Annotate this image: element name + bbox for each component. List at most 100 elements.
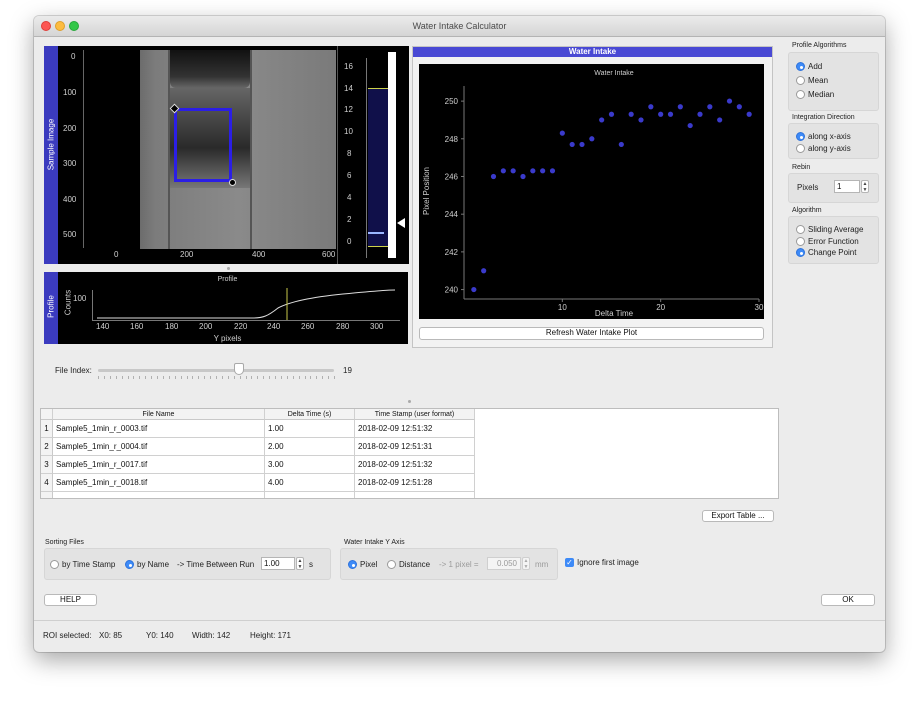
sort-by-name-label[interactable]: by Name bbox=[137, 560, 170, 569]
table-cell-file[interactable]: Sample5_1min_r_0003.tif bbox=[53, 420, 265, 438]
roi-rectangle[interactable] bbox=[174, 108, 232, 182]
image-y-axis bbox=[83, 50, 84, 248]
histogram-level-bottom[interactable] bbox=[368, 246, 388, 247]
algo-median-label[interactable]: Median bbox=[808, 90, 835, 99]
table-cell-delta[interactable]: 1.00 bbox=[265, 420, 355, 438]
error-function-radio[interactable] bbox=[796, 237, 805, 246]
splitter-handle[interactable] bbox=[227, 267, 230, 270]
help-button[interactable]: HELP bbox=[44, 594, 97, 606]
sort-by-time-stamp-label[interactable]: by Time Stamp bbox=[62, 560, 116, 569]
rebin-pixels-stepper[interactable]: ▲ ▼ bbox=[861, 180, 869, 193]
file-index-slider-ticks bbox=[98, 376, 335, 379]
table-cell-delta[interactable]: 3.00 bbox=[265, 456, 355, 474]
histogram-level-top[interactable] bbox=[368, 88, 388, 89]
table-cell-timestamp[interactable]: 2018-02-09 12:51:28 bbox=[355, 474, 475, 492]
time-between-run-stepper[interactable]: ▲ ▼ bbox=[296, 557, 304, 570]
algo-mean-radio[interactable] bbox=[796, 76, 805, 85]
change-point-radio[interactable] bbox=[796, 248, 805, 257]
water-intake-plot[interactable]: Water Intake Delta Time Pixel Position 2… bbox=[419, 64, 764, 319]
app-window: Water Intake Calculator Sample Image 0 1… bbox=[34, 16, 885, 652]
along-y-label[interactable]: along y-axis bbox=[808, 144, 851, 153]
y-axis-pixel-radio[interactable] bbox=[348, 560, 357, 569]
profile-y-label: Counts bbox=[63, 289, 73, 316]
column-header-delta-time[interactable]: Delta Time (s) bbox=[265, 409, 355, 420]
file-index-slider-thumb[interactable] bbox=[234, 363, 244, 375]
y-axis-pixel-label[interactable]: Pixel bbox=[360, 560, 378, 569]
slider-tick bbox=[98, 376, 99, 379]
y-axis-distance-label[interactable]: Distance bbox=[399, 560, 431, 569]
chart-data-point bbox=[599, 117, 605, 123]
slider-tick bbox=[245, 376, 247, 379]
splitter-handle-2[interactable] bbox=[408, 400, 411, 403]
along-x-label[interactable]: along x-axis bbox=[808, 132, 851, 141]
conversion-stepper[interactable]: ▲ ▼ bbox=[522, 557, 530, 570]
export-table-button[interactable]: Export Table ... bbox=[702, 510, 774, 522]
along-y-radio[interactable] bbox=[796, 144, 805, 153]
error-function-label[interactable]: Error Function bbox=[808, 237, 859, 246]
profile-x-tick: 260 bbox=[301, 322, 315, 331]
slider-tick bbox=[139, 376, 141, 379]
zoom-window-button[interactable] bbox=[69, 21, 79, 31]
chart-y-tick-label: 240 bbox=[445, 286, 459, 295]
rebin-pixels-input[interactable]: 1 bbox=[834, 180, 860, 193]
chart-data-point bbox=[648, 104, 654, 110]
slider-tick bbox=[233, 376, 235, 379]
histogram-level-handle[interactable] bbox=[397, 218, 405, 228]
profile-panel[interactable]: Profile Profile Counts 100 140 160 180 2… bbox=[44, 272, 408, 344]
histogram-panel[interactable]: 16 14 12 10 8 6 4 2 0 bbox=[337, 46, 409, 264]
table-cell-file[interactable]: Sample5_1min_r_0017.tif bbox=[53, 456, 265, 474]
histogram-axis bbox=[366, 58, 367, 258]
ok-button[interactable]: OK bbox=[821, 594, 875, 606]
table-cell-delta[interactable]: 2.00 bbox=[265, 438, 355, 456]
algo-median-radio[interactable] bbox=[796, 90, 805, 99]
chart-y-tick-label: 242 bbox=[445, 248, 459, 257]
sample-image-panel[interactable]: Sample Image 0 100 200 300 400 500 0 200… bbox=[44, 46, 409, 264]
sort-by-name-radio[interactable] bbox=[125, 560, 134, 569]
slider-tick bbox=[204, 376, 206, 379]
change-point-label[interactable]: Change Point bbox=[808, 248, 857, 257]
conversion-input[interactable]: 0.050 bbox=[487, 557, 521, 570]
y-axis-distance-radio[interactable] bbox=[387, 560, 396, 569]
water-intake-panel: Water Intake Water Intake Delta Time Pix… bbox=[412, 46, 773, 348]
image-y-tick: 100 bbox=[63, 88, 77, 97]
sliding-average-radio[interactable] bbox=[796, 225, 805, 234]
slider-tick bbox=[192, 376, 194, 379]
chart-data-point bbox=[471, 286, 477, 293]
algo-mean-label[interactable]: Mean bbox=[808, 76, 829, 85]
sliding-average-label[interactable]: Sliding Average bbox=[808, 225, 864, 234]
profile-x-tick: 160 bbox=[130, 322, 144, 331]
histogram-gradient-bar[interactable] bbox=[388, 52, 396, 258]
profile-title: Profile bbox=[217, 276, 238, 283]
slider-tick bbox=[280, 376, 282, 379]
minimize-window-button[interactable] bbox=[55, 21, 65, 31]
file-index-value: 19 bbox=[343, 366, 352, 375]
algo-add-label[interactable]: Add bbox=[808, 62, 823, 71]
ignore-first-image-label[interactable]: Ignore first image bbox=[577, 558, 639, 567]
table-cell-file[interactable]: Sample5_1min_r_0018.tif bbox=[53, 474, 265, 492]
slider-tick bbox=[334, 376, 335, 379]
file-index-slider-track[interactable] bbox=[98, 369, 334, 372]
table-cell-file[interactable]: Sample5_1min_r_0004.tif bbox=[53, 438, 265, 456]
table-cell-delta[interactable]: 4.00 bbox=[265, 474, 355, 492]
sample-image-side-label: Sample Image bbox=[46, 118, 56, 171]
refresh-water-intake-button[interactable]: Refresh Water Intake Plot bbox=[419, 327, 764, 340]
status-x0: X0: 85 bbox=[99, 631, 123, 640]
time-between-run-input[interactable]: 1.00 bbox=[261, 557, 295, 570]
column-header-time-stamp[interactable]: Time Stamp (user format) bbox=[355, 409, 475, 420]
image-y-tick: 400 bbox=[63, 195, 77, 204]
table-cell-timestamp[interactable]: 2018-02-09 12:51:32 bbox=[355, 456, 475, 474]
files-table[interactable]: File Name Delta Time (s) Time Stamp (use… bbox=[40, 408, 779, 499]
along-x-radio[interactable] bbox=[796, 132, 805, 141]
table-cell-timestamp[interactable]: 2018-02-09 12:51:32 bbox=[355, 420, 475, 438]
time-between-run-label: -> Time Between Run bbox=[177, 560, 255, 569]
table-cell-timestamp[interactable]: 2018-02-09 12:51:31 bbox=[355, 438, 475, 456]
sort-by-time-stamp-radio[interactable] bbox=[50, 560, 59, 569]
table-corner bbox=[41, 409, 53, 420]
algo-add-radio[interactable] bbox=[796, 62, 805, 71]
close-window-button[interactable] bbox=[41, 21, 51, 31]
ignore-first-image-checkbox[interactable]: ✓ bbox=[565, 558, 574, 567]
column-header-file-name[interactable]: File Name bbox=[53, 409, 265, 420]
sample-image[interactable] bbox=[140, 50, 336, 249]
roi-handle-bottom-right[interactable] bbox=[229, 179, 236, 186]
chart-data-point bbox=[569, 141, 575, 148]
